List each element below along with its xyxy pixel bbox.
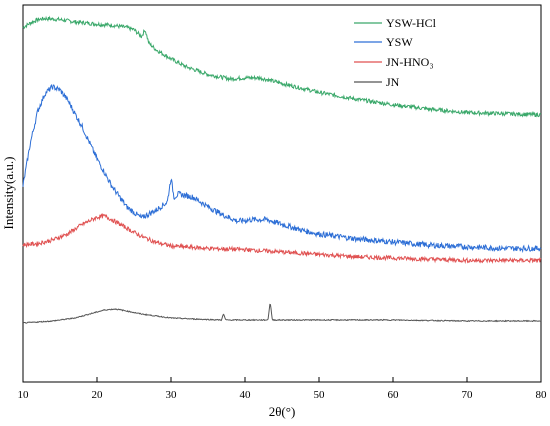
x-tick-label: 20 [92,389,104,401]
series-line-ysw-hcl [22,15,542,118]
y-axis-label: Intensity(a.u.) [1,157,16,230]
x-tick-label: 50 [314,389,326,401]
x-tick-label: 60 [388,389,400,401]
series-layer [22,15,542,324]
x-tick-label: 30 [166,389,178,401]
series-line-ysw [22,83,542,254]
x-tick-label: 40 [240,389,252,401]
x-tick-label: 80 [536,389,548,401]
series-line-jn [22,303,542,324]
x-tick-label: 10 [18,389,30,401]
legend-label: YSW [386,35,413,49]
x-tick-label: 70 [462,389,474,401]
x-axis-label: 2θ(°) [269,404,296,419]
legend-label: JN-HNO₃ [386,55,434,69]
plot-frame [22,4,542,383]
legend-label: YSW-HCl [386,16,437,30]
plot-area [22,4,542,383]
series-line-jn-hno- [22,213,542,265]
x-axis-ticks: 10 20 30 40 50 60 70 80 [18,377,548,401]
legend-label: JN [386,75,400,89]
legend: YSW-HCl YSW JN-HNO₃ JN [354,16,437,89]
